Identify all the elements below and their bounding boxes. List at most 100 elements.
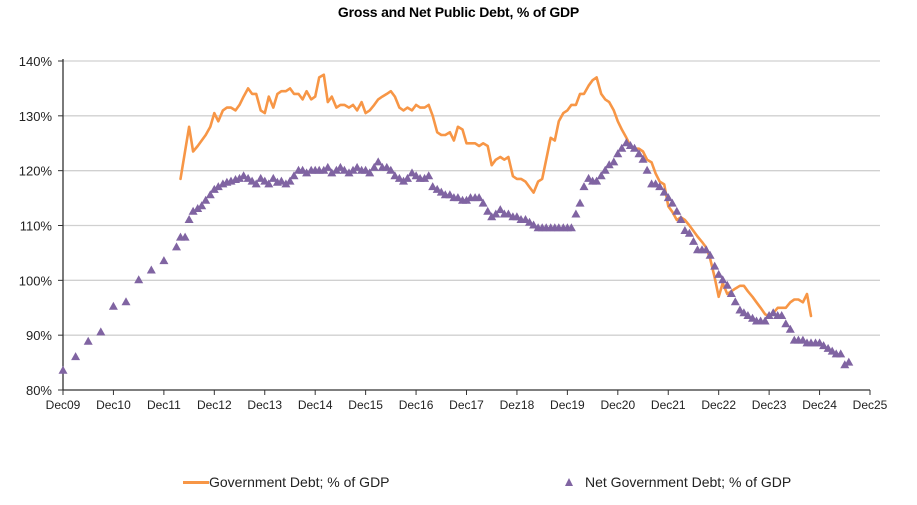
data-point-net-debt: [495, 205, 505, 214]
data-point-net-debt: [840, 360, 850, 369]
data-point-net-debt: [487, 212, 497, 221]
data-point-net-debt: [672, 206, 682, 215]
data-point-net-debt: [180, 232, 190, 241]
data-point-net-debt: [247, 176, 257, 185]
data-point-net-debt: [604, 160, 614, 169]
x-tick-label: Dec13: [247, 398, 282, 412]
y-tick-label: 80%: [26, 383, 52, 398]
data-point-net-debt: [209, 184, 219, 193]
x-tick-label: Dec23: [752, 398, 787, 412]
data-point-net-debt: [251, 179, 261, 188]
data-point-net-debt: [760, 316, 770, 325]
x-tick-label: Dec19: [550, 398, 585, 412]
data-point-net-debt: [134, 275, 144, 284]
x-tick-label: Dec21: [651, 398, 686, 412]
y-tick-label: 130%: [19, 109, 53, 124]
data-point-net-debt: [201, 195, 211, 204]
x-tick-label: Dec17: [449, 398, 484, 412]
data-point-net-debt: [339, 165, 349, 174]
data-point-net-debt: [289, 171, 299, 180]
x-tick-label: Dec10: [96, 398, 131, 412]
data-point-net-debt: [571, 209, 581, 218]
data-point-net-debt: [386, 165, 396, 174]
data-point-net-debt: [592, 176, 602, 185]
data-point-net-debt: [428, 182, 438, 191]
data-point-net-debt: [146, 265, 156, 274]
data-point-net-debt: [268, 173, 278, 182]
data-point-net-debt: [768, 308, 778, 317]
data-point-net-debt: [600, 165, 610, 174]
data-point-net-debt: [319, 165, 329, 174]
y-tick-label: 100%: [19, 273, 53, 288]
data-point-net-debt: [663, 193, 673, 202]
x-tick-label: Dec14: [298, 398, 333, 412]
data-point-net-debt: [491, 209, 501, 218]
x-tick-label: Dec20: [600, 398, 635, 412]
data-point-net-debt: [819, 341, 829, 350]
data-point-net-debt: [193, 204, 203, 212]
data-point-net-debt: [684, 228, 694, 237]
data-point-net-debt: [474, 193, 484, 202]
data-point-net-debt: [424, 171, 434, 180]
data-point-net-debt: [285, 176, 295, 185]
data-point-net-debt: [718, 275, 728, 284]
y-tick-label: 120%: [19, 164, 53, 179]
data-point-net-debt: [462, 195, 471, 204]
data-point-net-debt: [348, 165, 358, 174]
data-point-net-debt: [609, 157, 619, 166]
data-point-net-debt: [235, 173, 244, 182]
x-tick-label: Dec25: [853, 398, 888, 412]
data-point-net-debt: [579, 182, 589, 191]
data-point-net-debt: [764, 311, 774, 319]
data-point-net-debt: [701, 245, 711, 254]
data-point-net-debt: [58, 365, 68, 374]
data-point-net-debt: [373, 157, 383, 166]
data-point-net-debt: [529, 220, 539, 229]
data-point-net-debt: [407, 168, 417, 177]
data-point-net-debt: [722, 280, 732, 289]
data-point-net-debt: [369, 162, 379, 171]
x-tick-label: Dec15: [348, 398, 383, 412]
x-tick-label: Dez18: [500, 398, 535, 412]
data-point-net-debt: [844, 357, 854, 366]
data-point-net-debt: [327, 168, 337, 177]
data-point-net-debt: [453, 193, 463, 202]
data-point-net-debt: [159, 256, 169, 265]
data-point-net-debt: [613, 149, 623, 158]
legend-label-government-debt: Government Debt; % of GDP: [209, 474, 390, 490]
chart-title: Gross and Net Public Debt, % of GDP: [337, 4, 580, 20]
data-point-net-debt: [743, 311, 753, 319]
data-point-net-debt: [726, 289, 736, 297]
data-point-net-debt: [96, 327, 106, 336]
data-point-net-debt: [399, 176, 408, 185]
data-point-net-debt: [638, 154, 648, 163]
data-point-net-debt: [390, 171, 400, 180]
legend-item-net-government-debt: Net Government Debt; % of GDP: [565, 474, 791, 490]
data-point-net-debt: [281, 179, 291, 188]
data-point-net-debt: [403, 173, 412, 182]
data-point-net-debt: [642, 165, 652, 174]
y-tick-label: 110%: [20, 219, 53, 234]
data-point-net-debt: [630, 143, 639, 152]
data-point-net-debt: [503, 209, 513, 218]
data-point-net-debt: [478, 198, 488, 207]
data-point-net-debt: [365, 168, 375, 177]
data-point-net-debt: [680, 226, 690, 234]
data-point-net-debt: [323, 162, 333, 171]
data-point-net-debt: [213, 182, 223, 191]
data-point-net-debt: [188, 206, 198, 215]
data-point-net-debt: [197, 201, 207, 210]
data-point-net-debt: [108, 301, 118, 310]
data-point-net-debt: [344, 168, 354, 177]
data-point-net-debt: [714, 269, 724, 278]
data-point-net-debt: [730, 297, 740, 306]
x-tick-label: Dec12: [197, 398, 232, 412]
data-point-net-debt: [71, 352, 81, 361]
data-point-net-debt: [264, 179, 274, 188]
data-point-net-debt: [420, 173, 430, 182]
data-point-net-debt: [777, 311, 787, 319]
data-point-net-debt: [667, 198, 677, 207]
data-point-net-debt: [331, 165, 341, 174]
x-tick-label: Dec11: [147, 398, 181, 412]
data-point-net-debt: [836, 349, 846, 358]
